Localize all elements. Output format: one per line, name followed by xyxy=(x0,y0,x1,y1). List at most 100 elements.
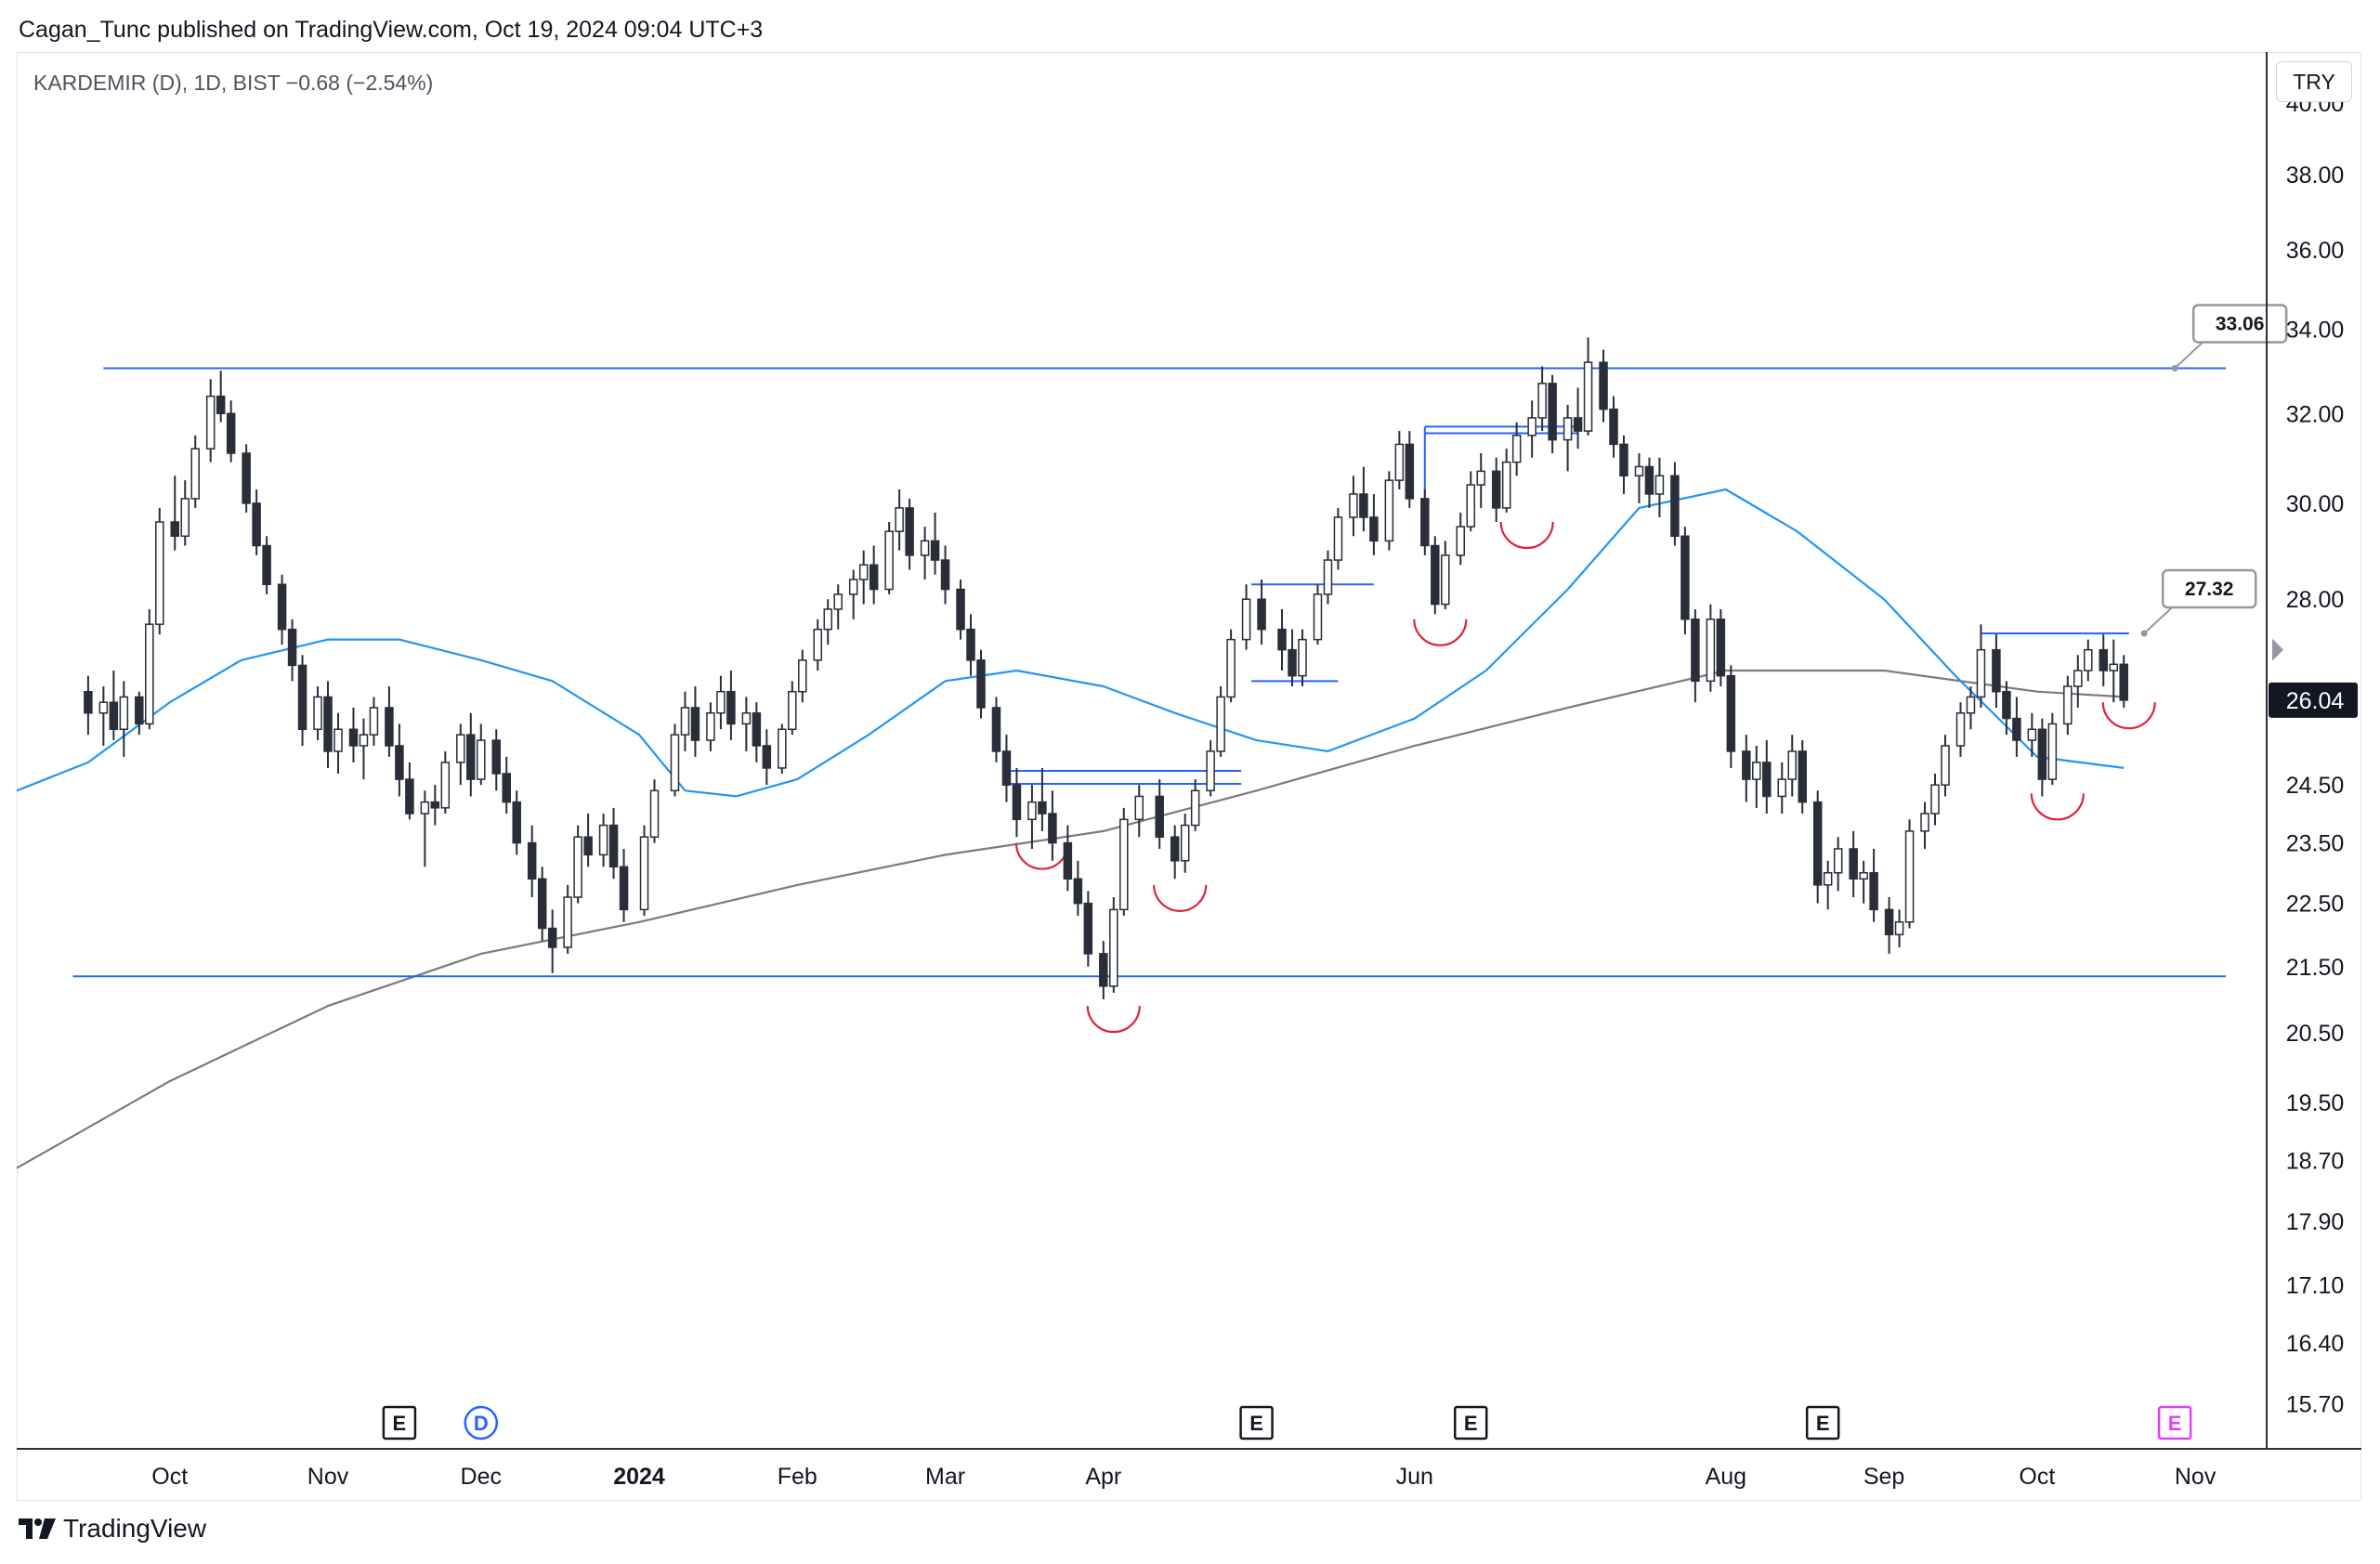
price-tick-label: 38.00 xyxy=(2286,163,2345,189)
candle xyxy=(1001,735,1012,802)
time-axis[interactable]: Oct Nov Dec 2024 Feb Mar Apr Jun Aug Sep Oct Nov xyxy=(17,1448,2361,1490)
last-price-badge xyxy=(2269,682,2358,718)
pattern-arc[interactable] xyxy=(1413,619,1468,646)
candle xyxy=(639,825,649,917)
pattern-arc[interactable] xyxy=(2101,702,2156,730)
candle-body-down xyxy=(252,502,261,547)
earnings-marker-box xyxy=(2157,1405,2192,1440)
candle xyxy=(823,599,832,645)
candle-body-up xyxy=(639,836,649,911)
tradingview-logo[interactable]: TradingView xyxy=(19,1514,206,1544)
candle xyxy=(155,507,164,635)
earnings-marker-box xyxy=(1239,1405,1274,1440)
candle xyxy=(1466,471,1475,532)
scroll-handle-icon[interactable] xyxy=(2272,638,2283,661)
earnings-marker[interactable]: E xyxy=(1239,1405,1274,1440)
last-price-label: 26.04 xyxy=(2286,688,2345,714)
candle-body-up xyxy=(858,564,869,580)
candle xyxy=(1155,779,1164,849)
time-tick-label: Nov xyxy=(307,1464,349,1490)
candle xyxy=(512,790,521,855)
candle-body-down xyxy=(1609,408,1618,446)
candle-body-up xyxy=(1441,554,1450,606)
candle xyxy=(1298,629,1307,687)
pattern-arc[interactable] xyxy=(1499,522,1554,550)
candle xyxy=(1226,629,1236,703)
earnings-marker[interactable]: E xyxy=(2157,1405,2192,1440)
candle xyxy=(313,686,322,741)
candle xyxy=(323,681,333,768)
candle xyxy=(2037,718,2047,797)
candle xyxy=(1752,745,1761,808)
candle xyxy=(1063,825,1073,892)
candle xyxy=(1012,767,1022,838)
candle-body-down xyxy=(2119,663,2128,701)
candle xyxy=(680,691,690,751)
candle-body-down xyxy=(2002,690,2011,720)
chart-frame[interactable] xyxy=(17,52,2361,1501)
candle-body-up xyxy=(1823,872,1833,886)
candle xyxy=(1288,629,1297,687)
candle-body-down xyxy=(512,801,521,844)
candle xyxy=(1859,860,1868,904)
ma-fast-layer xyxy=(16,488,2125,798)
candle-body-up xyxy=(1941,745,1950,786)
candle-body-down xyxy=(242,452,251,504)
candle-body-down xyxy=(752,711,762,747)
earnings-marker-box xyxy=(382,1405,417,1440)
candle-body-up xyxy=(1511,435,1522,463)
candle xyxy=(563,884,572,954)
candle xyxy=(1073,860,1083,917)
candle-body-down xyxy=(135,696,144,725)
currency-selector[interactable]: TRY xyxy=(2276,61,2352,102)
candle-body-up xyxy=(1206,750,1215,792)
dividend-marker[interactable]: D xyxy=(464,1405,499,1440)
candle xyxy=(1548,374,1557,453)
earnings-marker[interactable]: E xyxy=(1453,1405,1488,1440)
candle xyxy=(1476,452,1485,508)
candles-layer xyxy=(84,337,2128,999)
near-resistance-callout-box[interactable] xyxy=(2161,568,2257,609)
candle-body-down xyxy=(348,728,359,747)
candle xyxy=(1369,493,1379,555)
symbol-info[interactable]: KARDEMIR (D), 1D, BIST −0.68 (−2.54%) xyxy=(33,71,434,95)
candle-body-down xyxy=(1869,872,1878,911)
time-tick-label: Sep xyxy=(1863,1464,1904,1490)
earnings-marker[interactable]: E xyxy=(1805,1405,1840,1440)
candle-body-up xyxy=(1119,818,1129,911)
candle-body-up xyxy=(420,801,430,815)
candle xyxy=(1823,860,1833,910)
earnings-marker[interactable]: E xyxy=(382,1405,417,1440)
candle xyxy=(1920,802,1929,849)
pattern-arc[interactable] xyxy=(1153,884,1208,912)
candle-body-up xyxy=(1027,801,1037,821)
candle-body-down xyxy=(1038,801,1047,815)
resistance-callout-box[interactable] xyxy=(2191,304,2288,344)
candle-body-down xyxy=(1644,465,1654,495)
candle xyxy=(1742,735,1751,802)
near-resistance-callout-label: 27.32 xyxy=(2185,579,2234,600)
candle-body-down xyxy=(726,690,736,725)
candle-body-down xyxy=(2037,728,2047,780)
level-lines-layer[interactable]: 33.06 27.32 xyxy=(72,304,2288,978)
price-tick-label: 32.00 xyxy=(2286,401,2345,427)
candle-body-down xyxy=(84,690,93,714)
candle-body-up xyxy=(456,734,465,763)
pattern-arc[interactable] xyxy=(2030,793,2085,821)
candle xyxy=(956,579,965,640)
candle xyxy=(1930,773,1940,826)
candle xyxy=(991,697,1001,762)
candle-body-down xyxy=(1170,836,1180,862)
time-tick-label: Feb xyxy=(778,1464,817,1490)
candle xyxy=(1654,457,1665,517)
candle-body-down xyxy=(466,734,476,780)
pattern-arc[interactable] xyxy=(1086,1006,1141,1034)
price-axis[interactable]: 40.0038.0036.0034.0032.0030.0028.0026.04… xyxy=(2266,52,2358,1449)
pattern-arc[interactable] xyxy=(1014,842,1069,870)
candle-body-up xyxy=(778,728,787,769)
drawings-layer[interactable] xyxy=(1006,425,2156,1034)
earnings-marker-box xyxy=(1805,1405,1840,1440)
candle-body-down xyxy=(583,836,593,856)
